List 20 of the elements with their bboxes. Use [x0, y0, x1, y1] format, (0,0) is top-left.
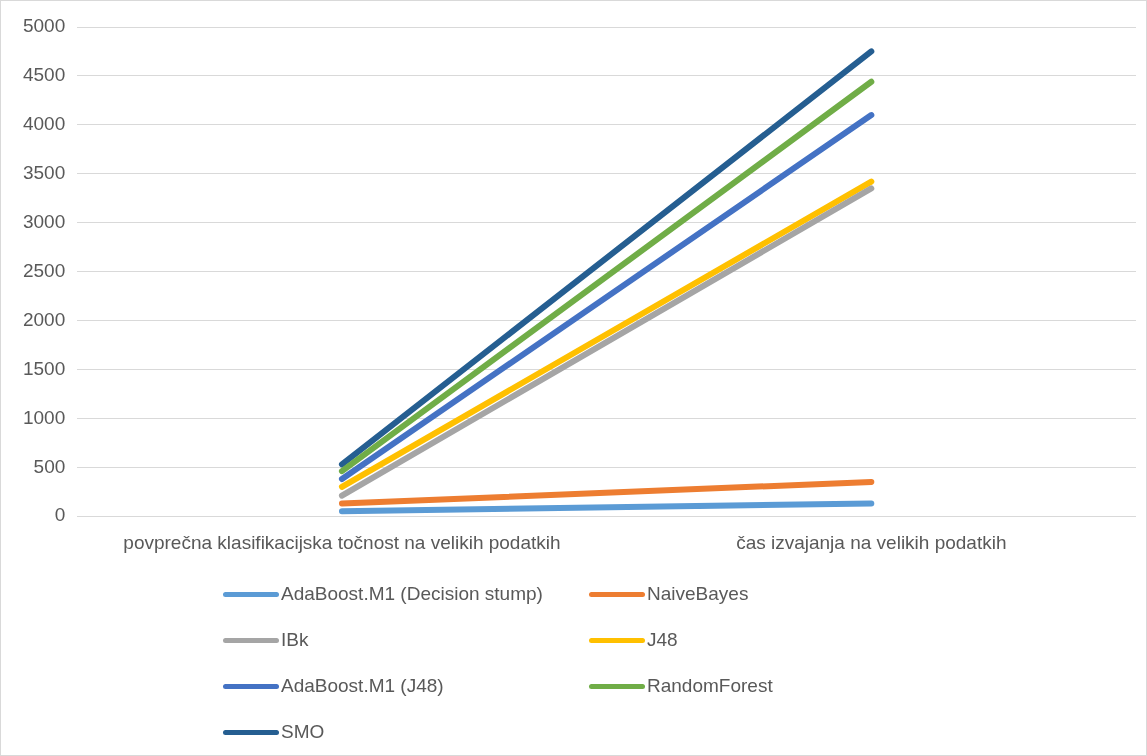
- y-tick-label: 500: [33, 455, 66, 477]
- y-tick-label: 4000: [22, 113, 66, 135]
- y-tick-label: 3500: [22, 161, 66, 183]
- legend-label: IBk: [281, 629, 309, 651]
- legend-label: J48: [647, 629, 678, 651]
- legend-label: SMO: [281, 721, 325, 743]
- legend-label: AdaBoost.M1 (Decision stump): [281, 583, 543, 605]
- x-tick-label: čas izvajanja na velikih podatkih: [736, 531, 1007, 553]
- legend-label: AdaBoost.M1 (J48): [281, 675, 444, 697]
- y-tick-label: 4500: [22, 64, 66, 86]
- y-tick-label: 5000: [22, 15, 66, 37]
- legend-label: NaiveBayes: [647, 583, 749, 605]
- y-tick-label: 1500: [22, 357, 66, 379]
- y-tick-label: 2500: [22, 259, 66, 281]
- y-tick-label: 2000: [22, 308, 66, 330]
- x-tick-label: povprečna klasifikacijska točnost na velikih podatkih: [123, 531, 561, 553]
- y-tick-label: 3000: [22, 210, 66, 232]
- y-tick-label: 1000: [22, 406, 66, 428]
- y-tick-label: 0: [54, 504, 66, 526]
- legend-label: RandomForest: [647, 675, 773, 697]
